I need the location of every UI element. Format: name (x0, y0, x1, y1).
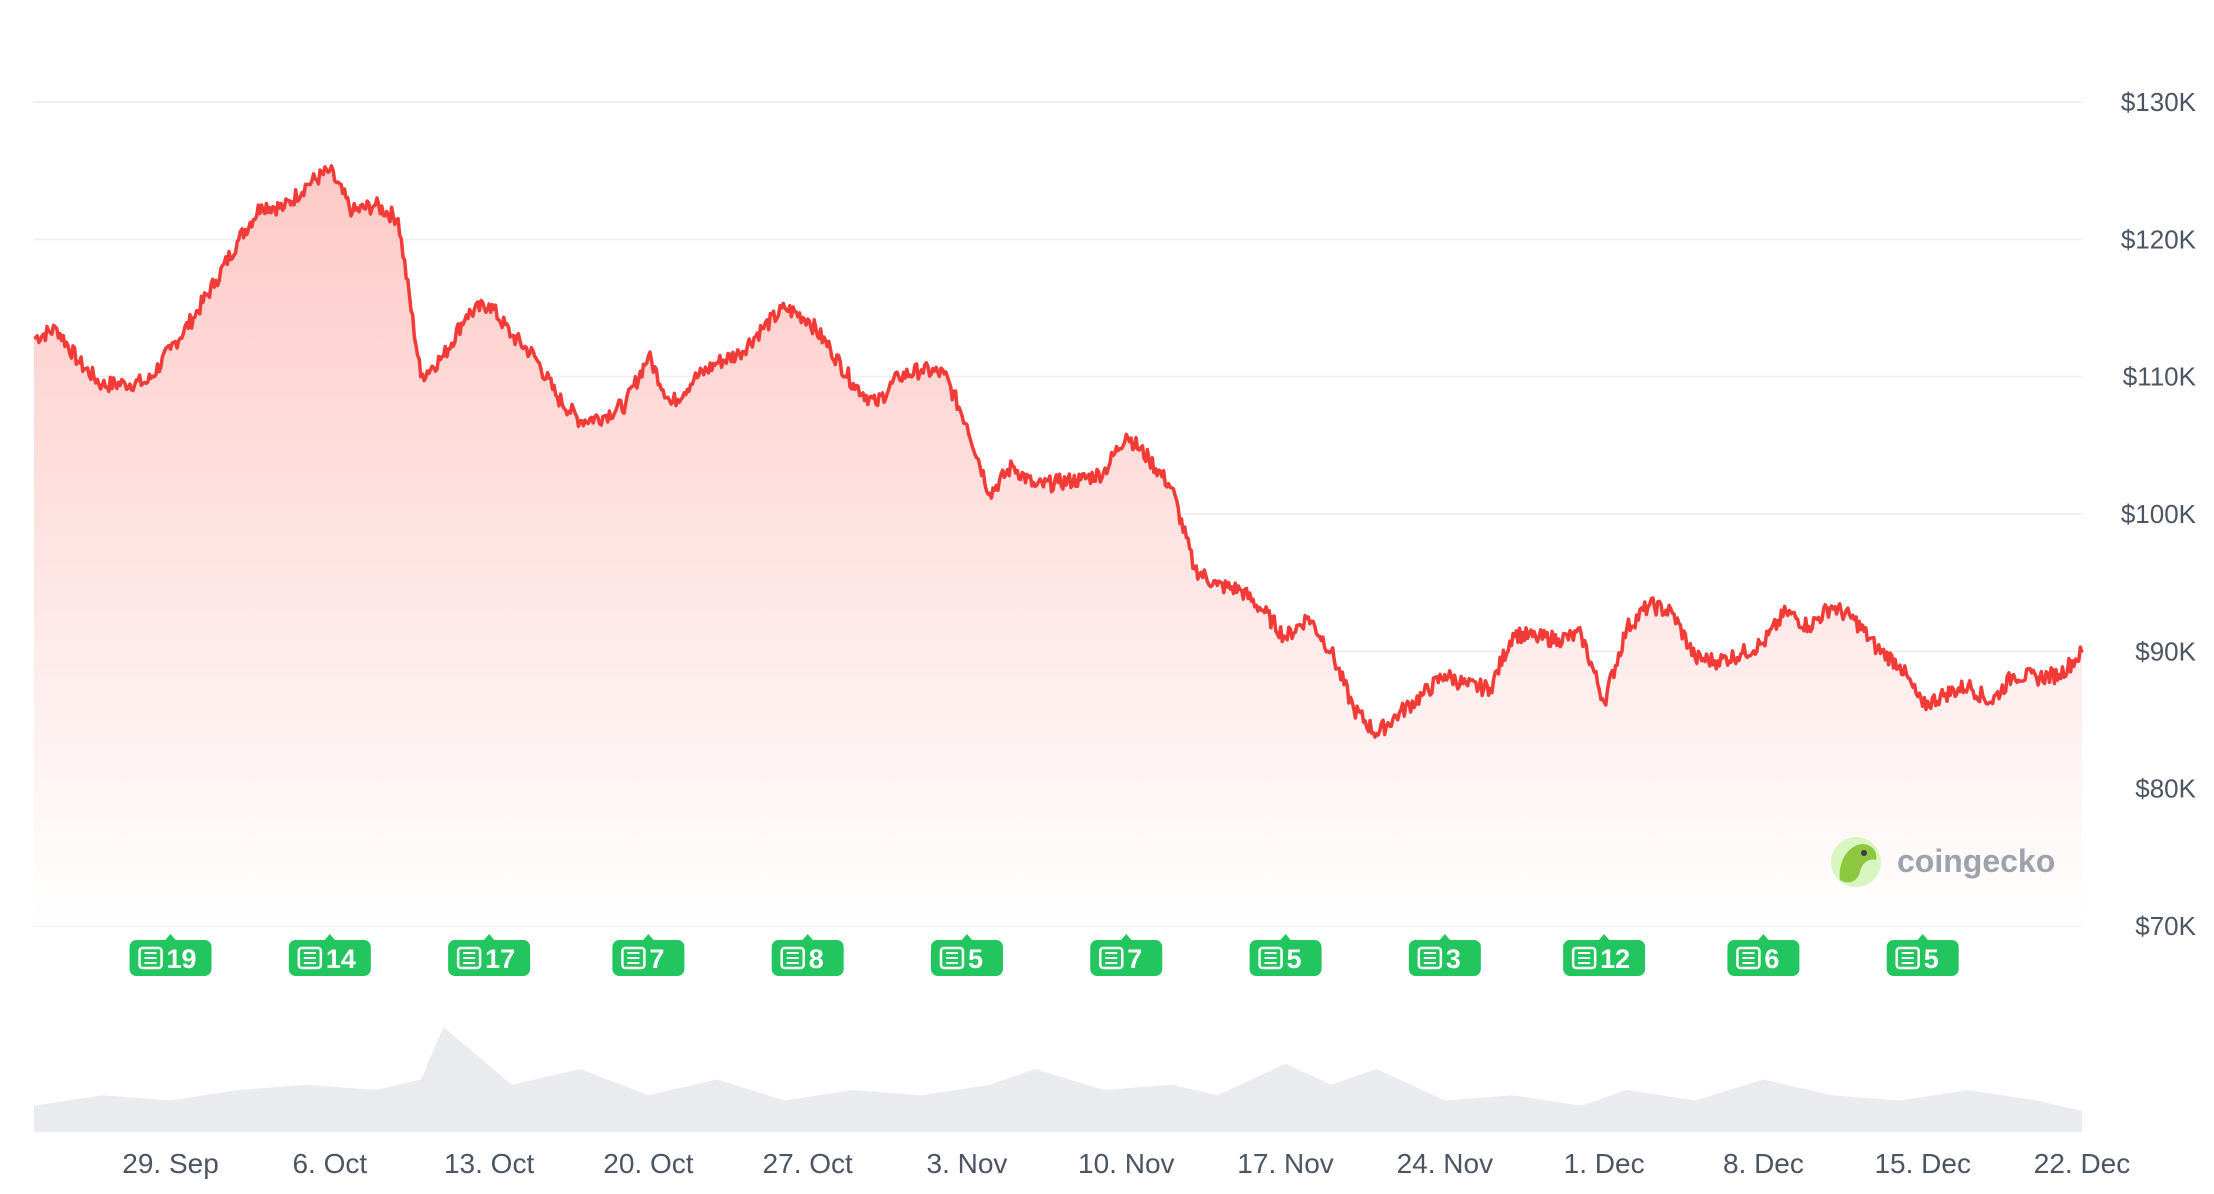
news-count: 5 (1924, 944, 1939, 974)
news-badge[interactable]: 5 (1249, 934, 1322, 976)
x-tick-label: 22. Dec (2034, 1148, 2131, 1179)
newspaper-icon (1258, 946, 1283, 970)
price-area-fill (34, 165, 2082, 926)
newspaper-icon (621, 946, 646, 970)
gecko-logo-icon (1831, 837, 1881, 887)
news-badge-pointer (483, 934, 496, 941)
y-tick-label: $90K (2135, 636, 2196, 666)
newspaper-icon (1736, 946, 1761, 970)
newspaper-icon (1417, 946, 1443, 970)
x-tick-label: 17. Nov (1237, 1148, 1334, 1179)
y-tick-label: $120K (2121, 224, 2197, 254)
news-badge[interactable]: 14 (288, 934, 371, 976)
y-tick-label: $110K (2123, 362, 2197, 392)
x-tick-label: 29. Sep (122, 1148, 219, 1179)
newspaper-icon (456, 946, 482, 970)
volume-layer (34, 1027, 2082, 1132)
volume-area (34, 1027, 2082, 1132)
news-count: 5 (968, 944, 983, 974)
newspaper-icon (1895, 946, 1920, 970)
news-badge-pointer (1598, 934, 1611, 941)
newspaper-icon (1099, 946, 1124, 970)
news-badge-pointer (960, 934, 973, 941)
news-count: 17 (485, 944, 515, 974)
news-count: 6 (1764, 944, 1779, 974)
newspaper-icon (1571, 946, 1597, 970)
news-count: 8 (809, 944, 824, 974)
news-badge-pointer (323, 934, 336, 941)
news-badge[interactable]: 8 (771, 934, 844, 976)
news-badge[interactable]: 12 (1563, 934, 1646, 976)
coingecko-watermark: coingecko (1831, 837, 2055, 887)
x-tick-label: 10. Nov (1078, 1148, 1175, 1179)
news-badge[interactable]: 7 (612, 934, 685, 976)
x-tick-label: 20. Oct (603, 1148, 693, 1179)
x-tick-label: 3. Nov (927, 1148, 1008, 1179)
news-badge[interactable]: 5 (1886, 934, 1959, 976)
news-badge[interactable]: 5 (930, 934, 1003, 976)
y-tick-label: $130K (2121, 87, 2197, 117)
news-count: 3 (1446, 944, 1461, 974)
newspaper-icon (780, 946, 805, 970)
news-badge-pointer (801, 934, 814, 941)
x-tick-label: 8. Dec (1723, 1148, 1804, 1179)
x-tick-label: 1. Dec (1564, 1148, 1645, 1179)
x-tick-label: 13. Oct (444, 1148, 534, 1179)
news-badge-pointer (1916, 934, 1929, 941)
newspaper-icon (297, 946, 323, 970)
news-layer: 19 14 17 7 8 5 7 5 3 12 6 5 (129, 934, 1959, 976)
newspaper-icon (939, 946, 965, 970)
watermark-text: coingecko (1897, 843, 2055, 879)
news-count: 7 (649, 944, 664, 974)
news-badge-pointer (164, 934, 177, 941)
y-tick-label: $80K (2135, 774, 2196, 804)
news-badge-pointer (1279, 934, 1292, 941)
y-tick-label: $70K (2135, 911, 2196, 941)
area-layer (33, 164, 2084, 926)
x-tick-label: 15. Dec (1874, 1148, 1971, 1179)
news-badge[interactable]: 3 (1408, 934, 1481, 976)
x-tick-label: 6. Oct (292, 1148, 367, 1179)
news-count: 7 (1127, 944, 1142, 974)
news-count: 14 (326, 944, 356, 974)
news-count: 5 (1287, 944, 1302, 974)
x-tick-label: 24. Nov (1397, 1148, 1494, 1179)
news-badge[interactable]: 19 (129, 934, 212, 976)
x-axis: 29. Sep 6. Oct 13. Oct 20. Oct 27. Oct 3. Nov… (122, 1148, 2130, 1179)
news-badge-pointer (1757, 934, 1770, 941)
news-count: 19 (167, 944, 197, 974)
newspaper-icon (138, 946, 163, 970)
news-badge[interactable]: 7 (1090, 934, 1163, 976)
news-badge[interactable]: 17 (448, 934, 531, 976)
y-axis: $130K $120K $110K $100K $90K $80K $70K (2121, 87, 2197, 941)
price-line (33, 164, 2084, 739)
news-count: 12 (1600, 944, 1630, 974)
news-badge-pointer (1120, 934, 1133, 941)
news-badge-pointer (1438, 934, 1451, 941)
news-badge[interactable]: 6 (1727, 934, 1800, 976)
y-tick-label: $100K (2121, 499, 2197, 529)
x-tick-label: 27. Oct (763, 1148, 853, 1179)
news-badge-pointer (642, 934, 655, 941)
